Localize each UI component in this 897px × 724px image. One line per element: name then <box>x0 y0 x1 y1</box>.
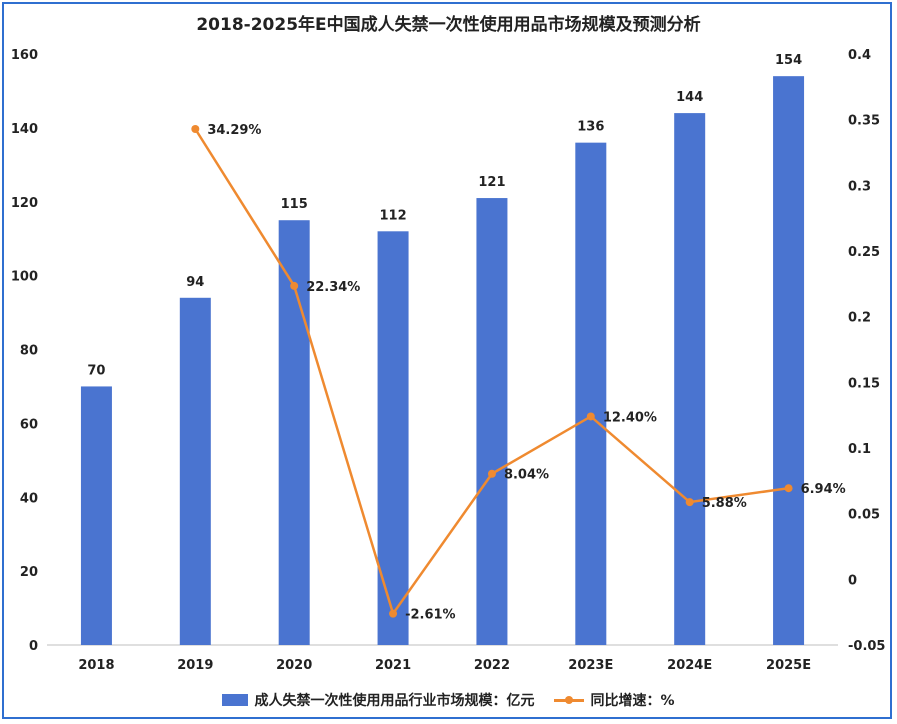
bar-value-label: 121 <box>478 175 505 190</box>
y-right-tick-label: 0.1 <box>848 442 871 457</box>
y-left-tick-label: 40 <box>20 491 38 506</box>
growth-value-label: 6.94% <box>801 482 846 497</box>
y-right-tick-label: -0.05 <box>848 639 885 654</box>
growth-value-label: 8.04% <box>504 468 549 483</box>
legend-item-line: 同比增速：% <box>554 690 675 710</box>
growth-point <box>389 609 398 618</box>
bar-value-label: 94 <box>186 275 204 290</box>
x-tick-label: 2022 <box>474 658 510 673</box>
y-right-tick-label: 0.25 <box>848 245 880 260</box>
bar <box>179 297 211 645</box>
bar <box>377 231 409 646</box>
y-left-tick-label: 20 <box>20 565 38 580</box>
bar <box>575 142 607 645</box>
growth-point <box>290 281 299 290</box>
y-left-tick-label: 160 <box>11 48 38 63</box>
y-left-tick-label: 80 <box>20 344 38 359</box>
growth-point <box>191 124 200 133</box>
bar <box>476 198 508 645</box>
x-tick-label: 2024E <box>667 658 712 673</box>
bar-value-label: 154 <box>775 53 802 68</box>
bar-value-label: 115 <box>281 197 308 212</box>
growth-point <box>784 484 793 493</box>
growth-value-label: -2.61% <box>405 608 456 623</box>
growth-value-label: 34.29% <box>207 123 261 138</box>
growth-value-label: 5.88% <box>702 496 747 511</box>
x-tick-label: 2025E <box>766 658 811 673</box>
bar <box>278 220 310 645</box>
growth-value-label: 22.34% <box>306 280 360 295</box>
y-left-tick-label: 140 <box>11 122 38 137</box>
growth-point <box>487 469 496 478</box>
y-right-tick-label: 0.2 <box>848 311 871 326</box>
x-tick-label: 2018 <box>78 658 114 673</box>
y-left-tick-label: 60 <box>20 417 38 432</box>
legend-label-line: 同比增速：% <box>590 693 675 709</box>
bar-value-label: 112 <box>379 208 406 223</box>
y-right-tick-label: 0 <box>848 573 857 588</box>
legend-swatch-line <box>554 694 585 706</box>
growth-point <box>586 412 595 421</box>
y-right-tick-label: 0.4 <box>848 48 871 63</box>
legend-swatch-bar <box>222 694 249 706</box>
bar <box>674 113 706 646</box>
chart-title: 2018-2025年E中国成人失禁一次性使用用品市场规模及预测分析 <box>196 15 701 35</box>
legend-label-bar: 成人失禁一次性使用用品行业市场规模：亿元 <box>254 693 535 709</box>
bar <box>773 76 805 646</box>
x-tick-label: 2020 <box>276 658 312 673</box>
bar-value-label: 70 <box>87 363 105 378</box>
y-left-tick-label: 120 <box>11 196 38 211</box>
y-right-tick-label: 0.15 <box>848 376 880 391</box>
legend-item-bar: 成人失禁一次性使用用品行业市场规模：亿元 <box>222 690 534 710</box>
x-tick-label: 2021 <box>375 658 411 673</box>
x-tick-label: 2023E <box>568 658 613 673</box>
growth-point <box>685 498 694 507</box>
y-right-tick-label: 0.35 <box>848 114 880 129</box>
bar <box>80 386 112 645</box>
x-tick-label: 2019 <box>177 658 213 673</box>
y-left-tick-label: 0 <box>29 639 38 654</box>
y-left-tick-label: 100 <box>11 270 38 285</box>
y-right-tick-label: 0.05 <box>848 508 880 523</box>
bar-value-label: 136 <box>577 120 604 135</box>
y-right-tick-label: 0.3 <box>848 179 871 194</box>
bar-value-label: 144 <box>676 90 703 105</box>
legend: 成人失禁一次性使用用品行业市场规模：亿元 同比增速：% <box>0 690 897 710</box>
growth-value-label: 12.40% <box>603 410 657 425</box>
